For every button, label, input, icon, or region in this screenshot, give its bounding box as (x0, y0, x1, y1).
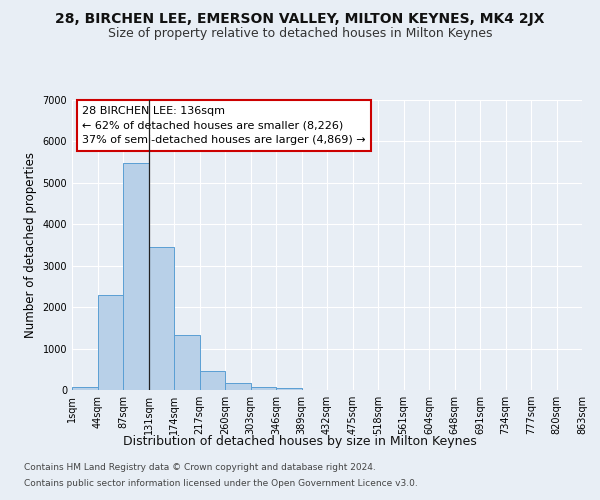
Bar (174, 336, 199, 390)
Bar (149, 247, 174, 390)
Text: Size of property relative to detached houses in Milton Keynes: Size of property relative to detached ho… (108, 28, 492, 40)
Bar (199, 371, 225, 390)
Bar (276, 388, 302, 390)
Bar (225, 384, 251, 390)
Text: Contains HM Land Registry data © Crown copyright and database right 2024.: Contains HM Land Registry data © Crown c… (24, 464, 376, 472)
Text: Distribution of detached houses by size in Milton Keynes: Distribution of detached houses by size … (123, 435, 477, 448)
Bar (97, 294, 123, 390)
Bar (123, 163, 149, 390)
Bar (251, 386, 276, 390)
Text: 28 BIRCHEN LEE: 136sqm
← 62% of detached houses are smaller (8,226)
37% of semi-: 28 BIRCHEN LEE: 136sqm ← 62% of detached… (82, 106, 366, 146)
Y-axis label: Number of detached properties: Number of detached properties (24, 152, 37, 338)
Bar (72, 387, 97, 390)
Text: 28, BIRCHEN LEE, EMERSON VALLEY, MILTON KEYNES, MK4 2JX: 28, BIRCHEN LEE, EMERSON VALLEY, MILTON … (55, 12, 545, 26)
Text: Contains public sector information licensed under the Open Government Licence v3: Contains public sector information licen… (24, 478, 418, 488)
